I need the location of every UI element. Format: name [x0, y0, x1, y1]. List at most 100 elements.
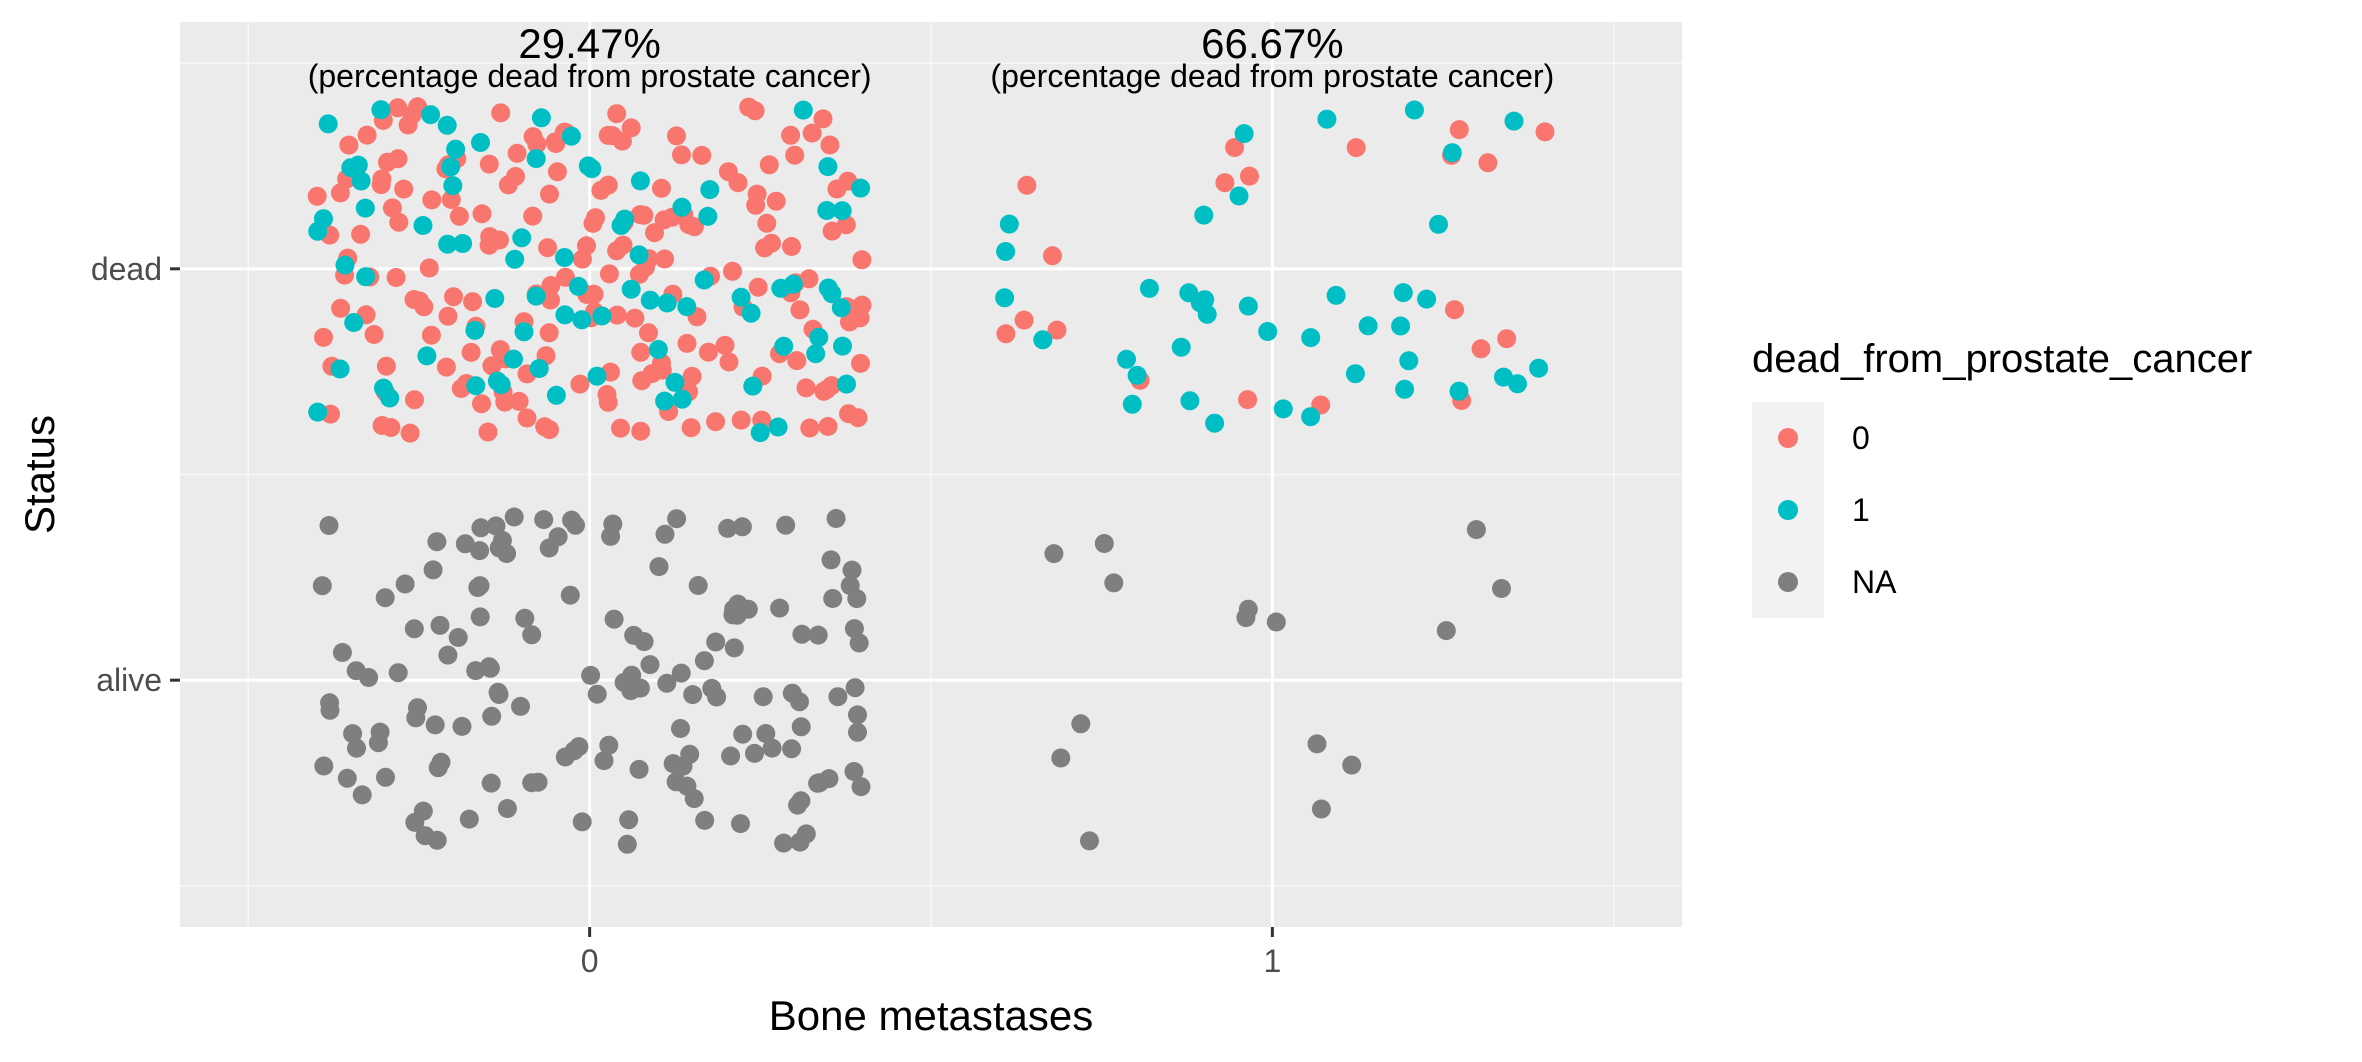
point-0-216: [1238, 390, 1258, 410]
point-1-247: [374, 378, 393, 398]
y-tick-label-dead: dead: [91, 251, 162, 287]
point-NA-435: [470, 607, 490, 627]
point-0-161: [719, 352, 739, 372]
point-0-165: [523, 127, 543, 147]
point-0-114: [357, 125, 377, 145]
point-1-283: [657, 293, 677, 313]
legend-item-1: 1: [1778, 492, 1870, 528]
point-NA-416: [745, 743, 764, 763]
point-1-271: [526, 149, 546, 169]
point-0-110: [723, 261, 742, 281]
point-0-53: [523, 206, 543, 226]
point-NA-403: [823, 589, 843, 608]
point-1-241: [417, 346, 437, 366]
point-0-64: [586, 208, 605, 228]
point-NA-402: [438, 645, 458, 665]
point-0-136: [451, 379, 471, 398]
point-NA-498: [1104, 573, 1124, 593]
point-0-203: [1497, 329, 1517, 349]
point-NA-401: [640, 655, 660, 675]
point-0-178: [441, 190, 461, 209]
point-1-301: [582, 159, 602, 179]
point-0-217: [1047, 320, 1067, 340]
point-NA-456: [481, 773, 501, 793]
point-NA-449: [337, 768, 357, 788]
point-NA-481: [587, 684, 607, 704]
point-NA-476: [663, 754, 683, 774]
point-1-228: [356, 267, 376, 287]
point-0-92: [822, 221, 842, 241]
point-0-211: [1471, 339, 1491, 359]
point-NA-384: [560, 585, 580, 605]
point-0-137: [376, 356, 396, 376]
point-1-288: [344, 313, 364, 332]
point-NA-474: [844, 619, 864, 639]
point-NA-414: [842, 560, 862, 580]
point-NA-420: [753, 687, 773, 707]
annotation-x1-percentage: 66.67%: [1201, 20, 1343, 67]
point-0-67: [419, 258, 439, 278]
point-0-198: [692, 145, 712, 165]
point-0-105: [672, 145, 691, 165]
point-1-254: [546, 385, 566, 405]
point-1-268: [831, 298, 851, 318]
point-NA-508: [1342, 755, 1362, 775]
point-0-33: [539, 323, 559, 343]
point-0-93: [421, 325, 441, 345]
point-1-306: [1229, 186, 1249, 206]
point-0-162: [817, 380, 837, 400]
point-1-308: [1139, 278, 1159, 298]
point-NA-373: [470, 576, 490, 596]
point-1-325: [1238, 296, 1258, 316]
point-1-272: [672, 389, 692, 409]
point-1-279: [355, 198, 375, 218]
point-NA-492: [482, 706, 502, 726]
point-NA-391: [821, 550, 841, 570]
point-NA-440: [347, 738, 366, 758]
legend-title: dead_from_prostate_cancer: [1752, 337, 2252, 381]
point-0-171: [848, 408, 868, 428]
point-1-304: [698, 206, 718, 226]
point-NA-499: [1044, 544, 1064, 564]
point-0-108: [759, 155, 779, 175]
point-0-208: [1240, 166, 1259, 186]
point-NA-436: [680, 744, 700, 764]
point-NA-491: [320, 700, 340, 720]
point-0-62: [436, 357, 456, 377]
point-0-101: [444, 287, 463, 307]
point-0-82: [394, 179, 414, 199]
point-NA-400: [695, 810, 715, 830]
point-1-237: [504, 349, 523, 369]
point-0-144: [389, 212, 409, 232]
point-NA-392: [683, 685, 703, 705]
point-NA-406: [848, 722, 867, 742]
point-NA-464: [849, 633, 869, 653]
point-NA-437: [319, 516, 339, 535]
point-1-285: [308, 221, 328, 241]
legend-swatch-0: [1778, 428, 1798, 448]
point-NA-355: [511, 696, 530, 716]
point-NA-445: [671, 719, 690, 738]
point-0-20: [351, 224, 371, 244]
point-NA-489: [548, 527, 568, 547]
point-1-274: [741, 303, 761, 323]
point-0-94: [621, 118, 641, 138]
point-1-287: [561, 126, 581, 146]
point-NA-455: [376, 767, 395, 787]
point-0-142: [538, 238, 558, 258]
point-1-273: [453, 234, 473, 253]
point-1-261: [621, 279, 641, 299]
legend-label-1: 1: [1852, 492, 1870, 528]
point-0-15: [607, 305, 627, 325]
point-NA-472: [684, 789, 704, 809]
point-0-212: [1478, 153, 1498, 173]
point-NA-377: [599, 735, 619, 755]
point-0-201: [996, 324, 1016, 344]
point-1-240: [630, 171, 650, 191]
point-1-251: [526, 286, 546, 306]
point-1-263: [640, 290, 660, 310]
point-0-207: [1215, 173, 1235, 193]
point-1-259: [465, 320, 485, 340]
point-0-164: [472, 394, 491, 414]
